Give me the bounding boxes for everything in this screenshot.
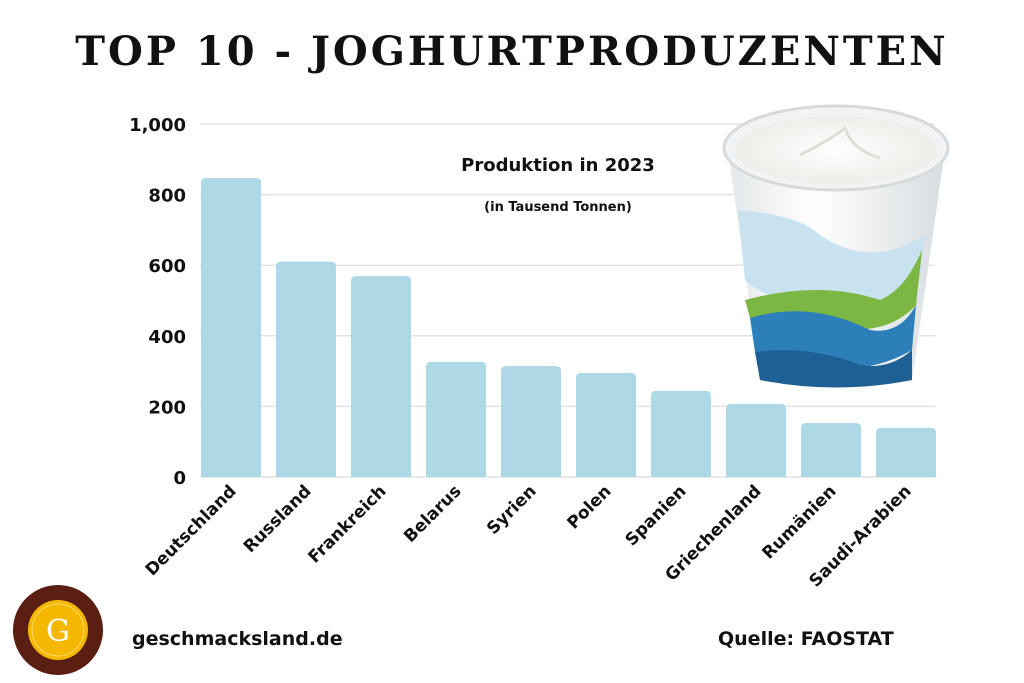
x-tick-label: Frankreich (304, 481, 390, 567)
x-tick-label: Rumänien (759, 481, 841, 563)
y-tick-label: 0 (173, 468, 186, 489)
y-tick-label: 200 (148, 397, 186, 418)
y-tick-label: 600 (148, 256, 186, 277)
y-tick-label: 1,000 (129, 115, 186, 136)
bar-belarus (426, 361, 486, 477)
bar-spanien (651, 390, 711, 477)
x-tick-label: Polen (563, 481, 615, 533)
bar-polen (576, 372, 636, 477)
bar-russland (276, 261, 336, 477)
geschmacksland-logo: G (13, 585, 103, 675)
bar-rumänien (801, 422, 861, 477)
chart-subtitle: Produktion in 2023 (461, 155, 655, 176)
chart-title: TOP 10 - JOGHURTPRODUZENTEN (75, 28, 949, 75)
website-label: geschmacksland.de (132, 628, 343, 650)
x-tick-label: Syrien (483, 481, 540, 538)
x-tick-label: Deutschland (142, 481, 241, 580)
unit-note: (in Tausend Tonnen) (484, 200, 632, 215)
y-tick-label: 800 (148, 186, 186, 207)
bar-deutschland (201, 178, 261, 477)
yogurt-cup-icon (722, 104, 950, 388)
bar-griechenland (726, 403, 786, 477)
source-label: Quelle: FAOSTAT (718, 628, 894, 650)
bar-frankreich (351, 276, 411, 477)
y-tick-label: 400 (148, 327, 186, 348)
bar-saudi-arabien (876, 427, 936, 477)
svg-text:G: G (46, 614, 70, 649)
x-tick-label: Spanien (622, 481, 691, 550)
x-tick-label: Russland (240, 481, 316, 557)
x-tick-label: Belarus (400, 481, 465, 546)
bar-syrien (501, 366, 561, 477)
